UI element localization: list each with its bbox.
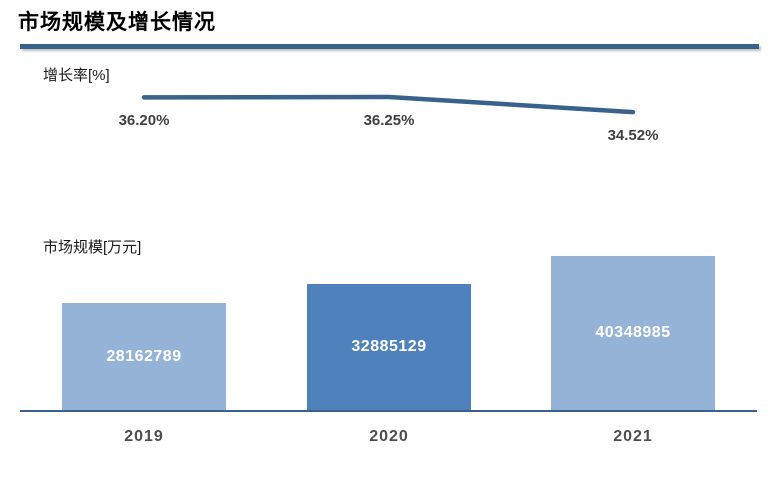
x-axis-label-2020: 2020: [369, 428, 409, 445]
growth-rate-value-label-2020: 36.25%: [363, 112, 415, 129]
market-size-axis-label: 市场规模[万元]: [43, 239, 142, 256]
growth-rate-axis-label: 增长率[%]: [43, 67, 110, 84]
growth-rate-line: [141, 94, 636, 115]
x-axis-line: [20, 410, 757, 412]
market-size-bar-2021: 40348985: [551, 256, 715, 410]
x-axis-label-2019: 2019: [124, 428, 164, 445]
page-title: 市场规模及增长情况: [18, 11, 216, 34]
market-size-bar-2020: 32885129: [307, 284, 471, 410]
bar-value-label: 32885129: [351, 338, 427, 355]
market-size-bar-2019: 28162789: [62, 303, 226, 410]
bar-value-label: 40348985: [595, 324, 671, 341]
growth-rate-value-label-2021: 34.52%: [607, 127, 659, 145]
x-axis-label-2021: 2021: [613, 428, 653, 445]
growth-rate-value-label-2019: 36.20%: [118, 112, 170, 130]
title-divider: [20, 44, 759, 49]
bar-value-label: 28162789: [106, 347, 182, 365]
